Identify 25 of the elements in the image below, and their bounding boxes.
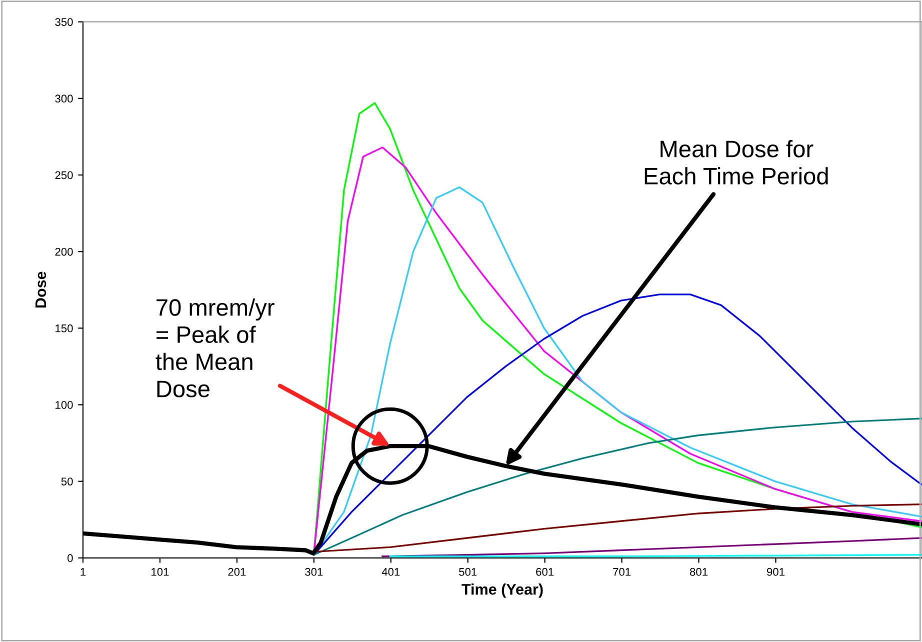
x-tick-label: 901 — [767, 568, 784, 576]
x-tick-label: 201 — [228, 568, 246, 576]
x-tick-label: 101 — [152, 568, 169, 576]
x-tick-label: 801 — [690, 568, 708, 576]
y-tick-label: 350 — [55, 18, 73, 26]
annotation: Mean Dose for Each Time Period — [644, 140, 828, 185]
x-tick-label: 301 — [305, 568, 323, 576]
y-tick-label: 200 — [55, 248, 73, 256]
x-tick-label: 601 — [536, 568, 554, 576]
x-tick-label: 701 — [613, 568, 631, 576]
y-tick-label: 250 — [55, 171, 73, 180]
y-tick-label: 150 — [56, 324, 73, 332]
x-tick-label: 401 — [382, 568, 400, 576]
y-axis-title: Dose — [35, 272, 46, 308]
x-tick-label: 501 — [459, 568, 477, 576]
line-series — [313, 294, 922, 556]
y-tick-label: 0 — [68, 554, 73, 562]
line-series — [313, 418, 922, 556]
y-tick-label: 100 — [56, 401, 73, 409]
line-series — [382, 537, 922, 558]
x-axis-title: Time (Year) — [462, 584, 543, 598]
y-tick-label: 300 — [55, 94, 73, 103]
x-tick-label: 1 — [80, 568, 86, 576]
y-tick-label: 50 — [61, 478, 73, 486]
annotation: 70 mrem/yr = Peak of the Mean Dose — [156, 298, 274, 398]
